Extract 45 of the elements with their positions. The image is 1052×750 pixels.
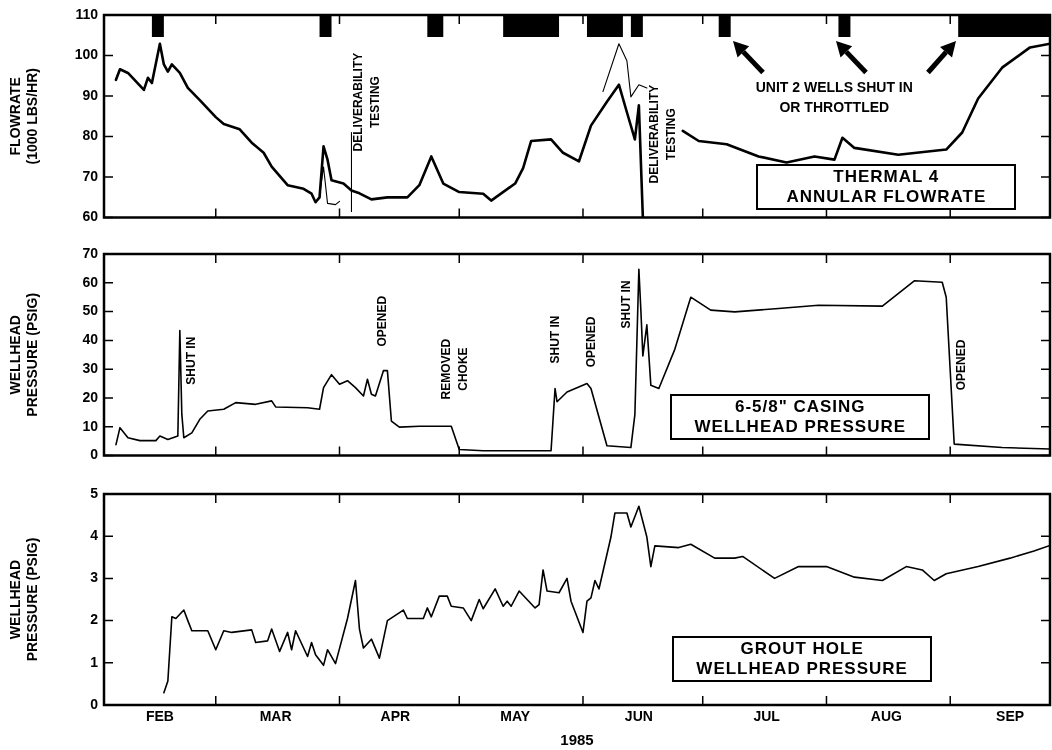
annotation: SHUT IN xyxy=(619,280,634,329)
y-tick-label: 60 xyxy=(82,273,99,290)
label-box: GROUT HOLE WELLHEAD PRESSURE xyxy=(672,635,933,682)
x-tick-label: MAY xyxy=(500,708,531,725)
x-tick-label: JUN xyxy=(624,708,653,725)
annotation: OPENED xyxy=(583,316,598,368)
label-box: THERMAL 4 ANNULAR FLOWRATE xyxy=(756,164,1017,211)
y-tick-label: 110 xyxy=(75,5,99,22)
y-tick-label: 70 xyxy=(82,167,99,184)
y-tick-label: 60 xyxy=(82,208,99,225)
y-tick-label: 70 xyxy=(82,244,99,261)
x-axis-title: 1985 xyxy=(560,731,594,749)
y-axis-title: FLOWRATE (1000 LBS/HR) xyxy=(7,68,41,165)
y-axis-title: WELLHEAD PRESSURE (PSIG) xyxy=(7,537,41,662)
x-tick-label: SEP xyxy=(996,708,1025,725)
annotation: DELIVERABILITY TESTING xyxy=(646,84,678,184)
y-tick-label: 90 xyxy=(82,86,99,103)
y-tick-label: 0 xyxy=(90,446,99,463)
y-tick-label: 10 xyxy=(82,417,99,434)
y-tick-label: 2 xyxy=(90,611,99,628)
y-tick-label: 4 xyxy=(90,527,99,544)
x-tick-label: FEB xyxy=(145,708,174,725)
y-tick-label: 30 xyxy=(82,360,99,377)
y-tick-label: 20 xyxy=(82,388,99,405)
y-tick-label: 0 xyxy=(90,695,99,712)
y-axis-title: WELLHEAD PRESSURE (PSIG) xyxy=(7,292,41,417)
y-tick-label: 100 xyxy=(74,46,99,63)
y-tick-label: 3 xyxy=(90,569,99,586)
y-tick-label: 1 xyxy=(90,653,99,670)
annotation: DELIVERABILITY TESTING xyxy=(350,52,382,152)
annotation: OPENED xyxy=(954,339,969,391)
annotation: UNIT 2 WELLS SHUT IN OR THROTTLED xyxy=(755,79,913,116)
y-tick-label: 40 xyxy=(82,331,99,348)
y-tick-label: 5 xyxy=(90,484,99,501)
x-tick-label: AUG xyxy=(870,708,902,725)
x-tick-label: MAR xyxy=(259,708,292,725)
x-tick-label: APR xyxy=(380,708,411,725)
x-tick-label: JUL xyxy=(753,708,781,725)
y-tick-label: 80 xyxy=(82,127,99,144)
annotation: REMOVED CHOKE xyxy=(438,338,470,400)
annotation: OPENED xyxy=(375,295,390,347)
label-box: 6-5/8" CASING WELLHEAD PRESSURE xyxy=(670,394,931,441)
annotation: SHUT IN xyxy=(547,315,562,364)
annotation: SHUT IN xyxy=(184,336,199,385)
y-tick-label: 50 xyxy=(82,302,99,319)
